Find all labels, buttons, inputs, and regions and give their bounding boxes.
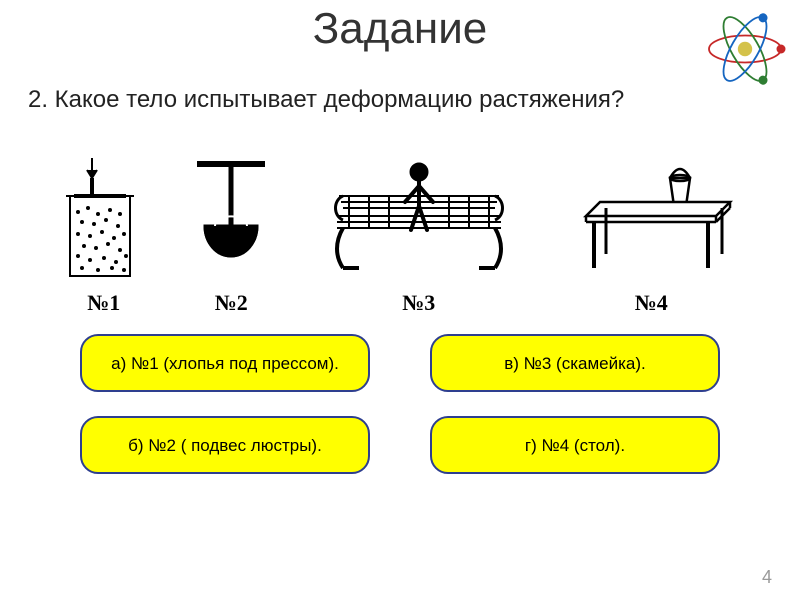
option-c-label: в) №3 (скамейка). [504,353,646,374]
chandelier-icon [191,156,271,286]
figure-2: №2 [191,156,271,316]
figure-1: №1 [64,156,144,316]
table-bucket-icon [566,156,736,286]
figure-3: №3 [319,156,519,316]
option-d-label: г) №4 (стол). [525,435,625,456]
option-a-button[interactable]: а) №1 (хлопья под прессом). [80,334,370,392]
figure-4-label: №4 [635,290,668,316]
option-b-button[interactable]: б) №2 ( подвес люстры). [80,416,370,474]
title-wrap: Задание [0,0,800,54]
option-b-label: б) №2 ( подвес люстры). [128,435,322,456]
figures-row: №1 №2 [0,126,800,316]
figure-2-label: №2 [215,290,248,316]
option-a-label: а) №1 (хлопья под прессом). [111,353,339,374]
bench-person-icon [319,156,519,286]
options-grid: а) №1 (хлопья под прессом). в) №3 (скаме… [0,316,800,474]
question-text: 2. Какое тело испытывает деформацию раст… [0,54,800,126]
atom-icon [700,4,790,94]
figure-4: №4 [566,156,736,316]
figure-3-label: №3 [402,290,435,316]
figure-1-label: №1 [87,290,120,316]
page-title: Задание [313,4,488,53]
option-c-button[interactable]: в) №3 (скамейка). [430,334,720,392]
beaker-press-icon [64,156,144,286]
option-d-button[interactable]: г) №4 (стол). [430,416,720,474]
page-number: 4 [762,567,772,588]
